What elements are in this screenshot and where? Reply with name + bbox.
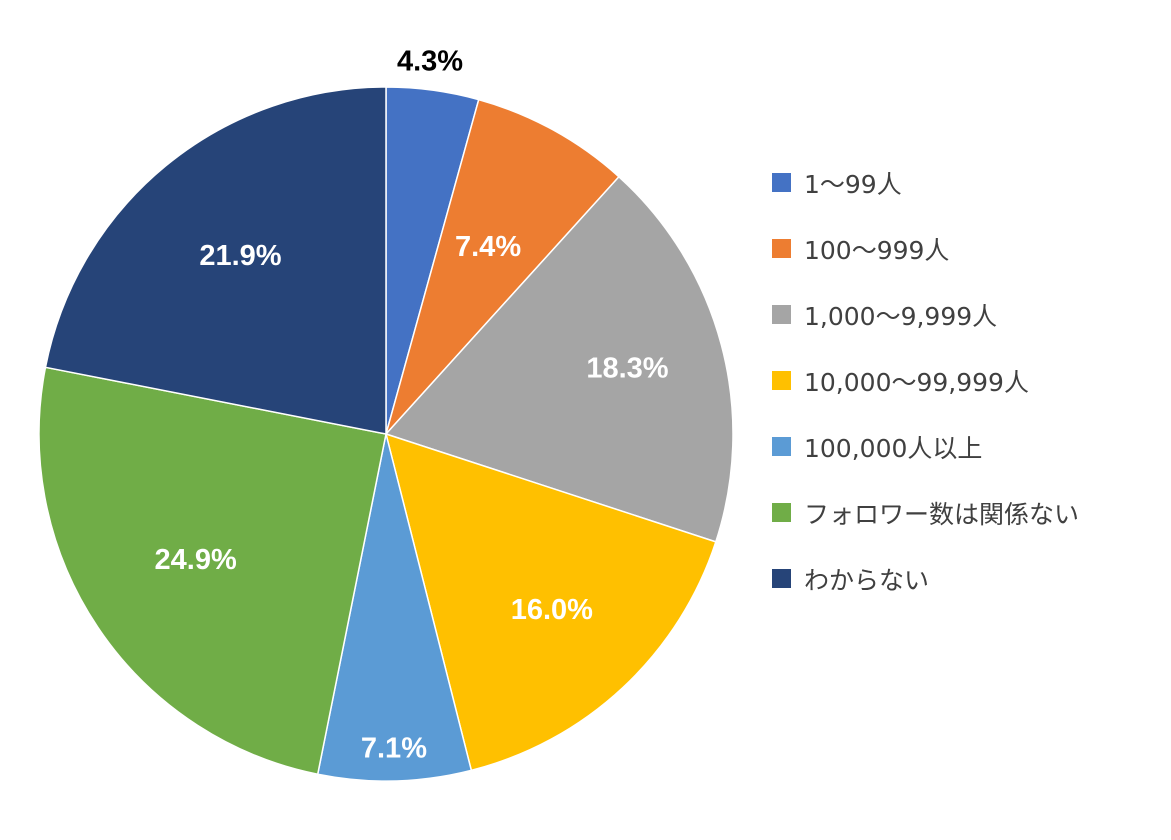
legend-item: 100,000人以上 bbox=[772, 430, 1167, 463]
slice-label-4: 16.0% bbox=[511, 594, 593, 626]
slice-label-2: 7.4% bbox=[455, 231, 521, 263]
legend-swatch bbox=[772, 569, 791, 588]
pie-slice-4 bbox=[384, 432, 717, 772]
pie-slice-labels: 4.3% 7.4% 18.3% 16.0% 7.1% 24.9% 21.9% bbox=[155, 46, 669, 765]
legend-item: 1,000〜9,999人 bbox=[772, 298, 1167, 331]
pie-slices bbox=[38, 86, 734, 782]
legend-swatch bbox=[772, 437, 791, 456]
legend-item: わからない bbox=[772, 562, 1167, 595]
legend-label: 100,000人以上 bbox=[804, 433, 983, 463]
legend-label: 1,000〜9,999人 bbox=[804, 301, 998, 331]
legend-label: わからない bbox=[804, 565, 930, 595]
pie-slice-3 bbox=[384, 175, 734, 543]
pie-slice-5 bbox=[316, 433, 473, 782]
slice-label-1: 4.3% bbox=[397, 46, 463, 78]
legend-label: フォロワー数は関係ない bbox=[804, 499, 1080, 529]
slice-label-3: 18.3% bbox=[586, 353, 668, 385]
legend-swatch bbox=[772, 371, 791, 390]
pie-slice-7 bbox=[44, 86, 387, 435]
legend-label: 100〜999人 bbox=[804, 235, 950, 265]
legend-swatch bbox=[772, 305, 791, 324]
slice-label-7: 21.9% bbox=[199, 240, 281, 272]
legend-swatch bbox=[772, 503, 791, 522]
legend-item: 10,000〜99,999人 bbox=[772, 364, 1167, 397]
legend-label: 10,000〜99,999人 bbox=[804, 367, 1029, 397]
pie-slice-2 bbox=[385, 98, 620, 435]
legend-item: 1〜99人 bbox=[772, 166, 1167, 199]
slice-label-6: 24.9% bbox=[155, 544, 237, 576]
legend-swatch bbox=[772, 173, 791, 192]
legend-label: 1〜99人 bbox=[804, 169, 902, 199]
pie-slice-6 bbox=[38, 366, 387, 776]
legend-item: 100〜999人 bbox=[772, 232, 1167, 265]
legend-swatch bbox=[772, 239, 791, 258]
slice-label-5: 7.1% bbox=[361, 732, 427, 764]
chart-legend: 1〜99人 100〜999人 1,000〜9,999人 10,000〜99,999人 1… bbox=[772, 166, 1167, 595]
legend-item: フォロワー数は関係ない bbox=[772, 496, 1167, 529]
